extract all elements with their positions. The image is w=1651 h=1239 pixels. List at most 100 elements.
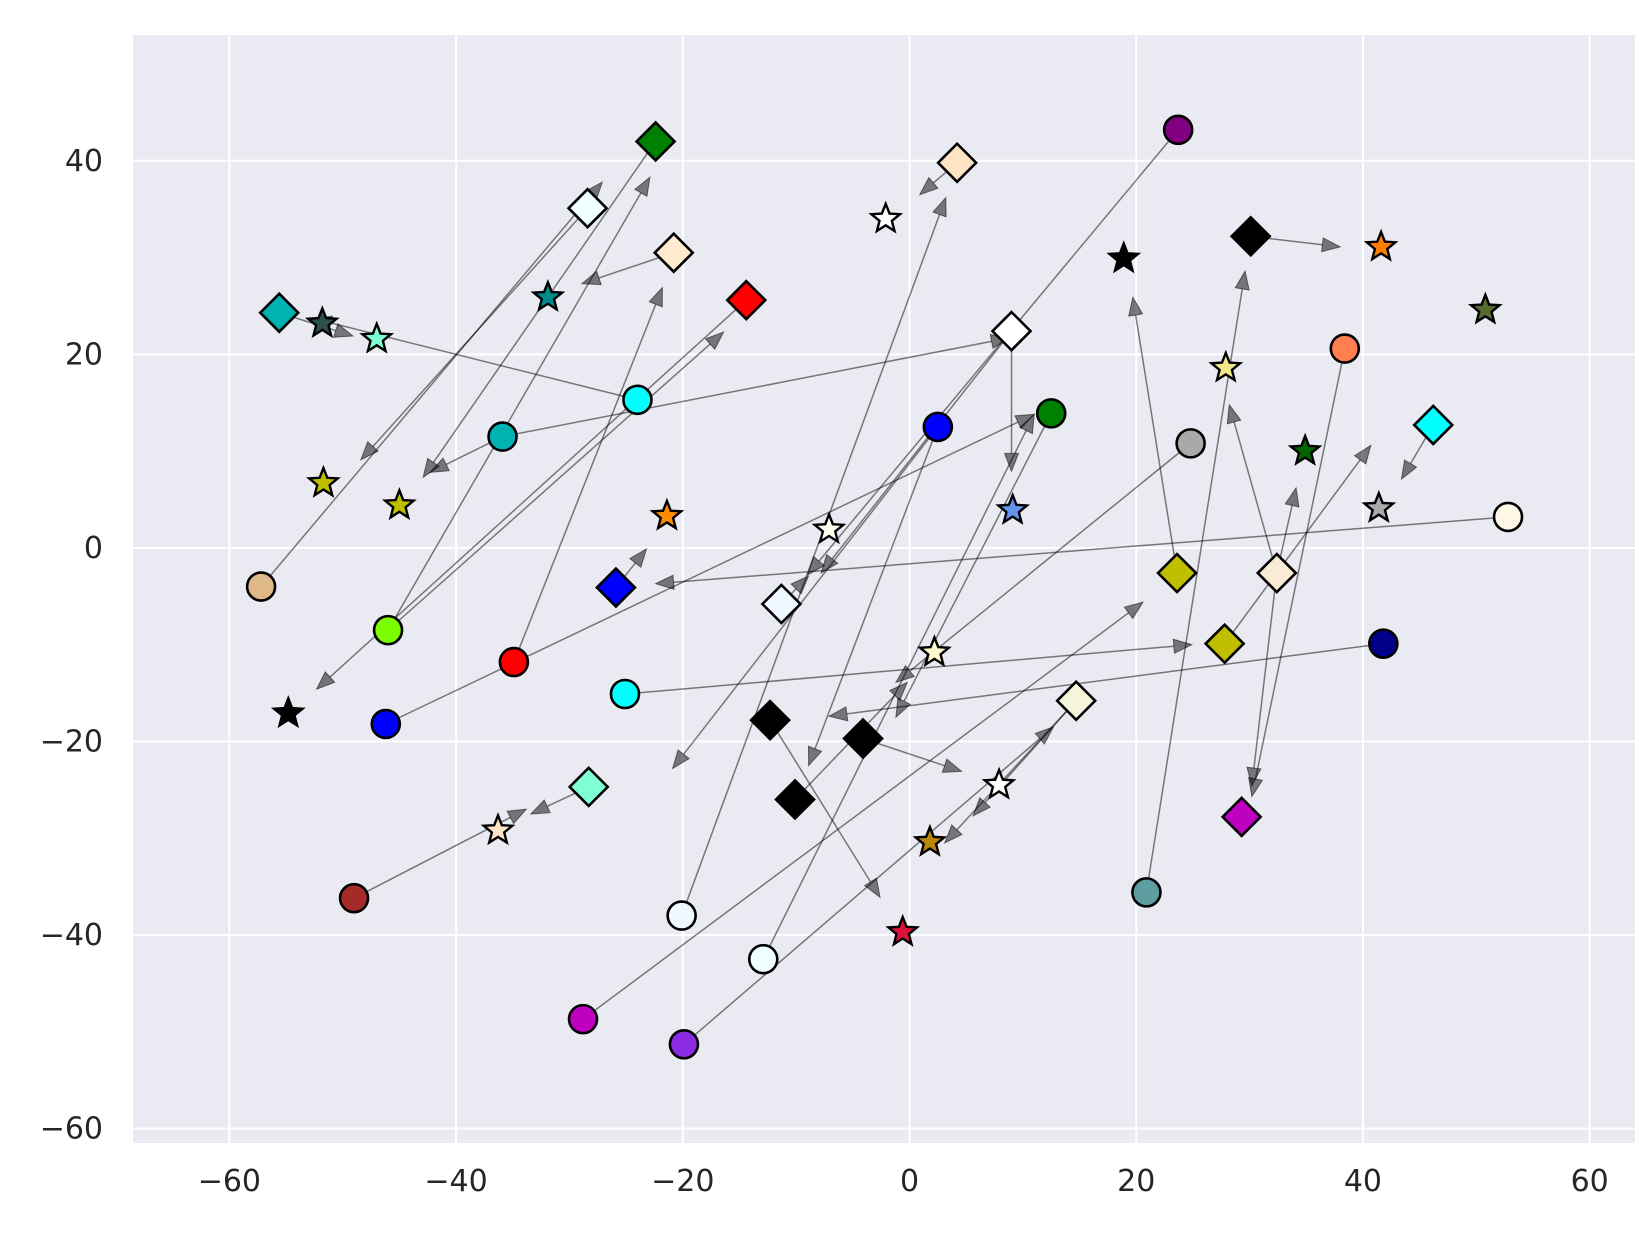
arrow bbox=[671, 426, 939, 770]
arrow-shaft bbox=[831, 330, 1013, 560]
circle-point bbox=[1162, 114, 1194, 146]
circle-point bbox=[622, 384, 653, 416]
arrow-head bbox=[1400, 459, 1418, 481]
star-point bbox=[1106, 240, 1142, 274]
arrow-shaft bbox=[387, 343, 711, 631]
arrow-shaft bbox=[582, 612, 1130, 1020]
diamond-point bbox=[567, 766, 610, 808]
circle-point bbox=[747, 943, 779, 975]
star-point bbox=[270, 695, 306, 729]
arrow-head bbox=[315, 671, 336, 691]
star-point bbox=[530, 278, 566, 313]
diamond-point bbox=[258, 291, 301, 334]
arrow-head bbox=[941, 758, 963, 773]
x-tick-label: 40 bbox=[1344, 1164, 1382, 1199]
arrow-shaft bbox=[769, 719, 872, 883]
x-tick-label: −40 bbox=[424, 1164, 487, 1199]
y-tick-label: −60 bbox=[40, 1111, 103, 1146]
circle-point bbox=[609, 678, 641, 710]
star-point bbox=[885, 913, 921, 947]
circle-point bbox=[338, 882, 370, 914]
diamond-point bbox=[990, 310, 1033, 352]
circle-point bbox=[372, 614, 404, 646]
arrow bbox=[385, 413, 1036, 725]
arrow-head bbox=[671, 749, 691, 770]
arrow bbox=[827, 642, 1384, 722]
arrow bbox=[315, 299, 747, 691]
arrow-head bbox=[1246, 766, 1262, 788]
arrow-head bbox=[506, 808, 528, 825]
arrow bbox=[353, 808, 528, 899]
arrow-shaft bbox=[387, 192, 642, 631]
circle-point bbox=[498, 646, 530, 678]
star-point bbox=[649, 497, 685, 531]
circle-point bbox=[370, 708, 402, 740]
diamond-point bbox=[760, 583, 803, 625]
star-point bbox=[1467, 291, 1503, 325]
arrow-shaft bbox=[513, 304, 657, 663]
arrow bbox=[513, 286, 663, 663]
arrow-head bbox=[790, 574, 810, 595]
plot-background bbox=[133, 35, 1635, 1143]
arrow-head bbox=[932, 196, 947, 218]
star-point bbox=[1287, 432, 1323, 466]
circle-point bbox=[922, 411, 954, 443]
circle-point bbox=[1329, 333, 1361, 364]
arrow bbox=[1145, 269, 1250, 893]
diamond-point bbox=[595, 566, 637, 609]
arrow-head bbox=[1320, 237, 1342, 253]
arrow-shaft bbox=[329, 299, 747, 678]
arrow-head bbox=[580, 270, 602, 286]
star-point bbox=[382, 487, 417, 521]
y-tick-label: 40 bbox=[65, 144, 103, 179]
arrow bbox=[654, 516, 1509, 590]
arrow-head bbox=[943, 824, 963, 845]
arrow bbox=[794, 681, 909, 800]
diamond-point bbox=[652, 231, 695, 274]
star-point bbox=[917, 634, 952, 668]
y-tick-label: −40 bbox=[40, 918, 103, 953]
star-point bbox=[912, 823, 948, 857]
arrow-shaft bbox=[794, 694, 896, 800]
arrow-head bbox=[1353, 444, 1372, 465]
arrow-head bbox=[633, 176, 651, 198]
diamond-point bbox=[1156, 552, 1198, 594]
diamond-point bbox=[566, 187, 609, 230]
arrow-shaft bbox=[353, 816, 511, 899]
x-tick-label: 60 bbox=[1571, 1164, 1609, 1199]
arrow-head bbox=[1284, 486, 1300, 508]
diamond-point bbox=[842, 717, 884, 760]
arrow-shaft bbox=[502, 340, 992, 438]
arrow-head bbox=[648, 286, 663, 308]
y-tick-label: 0 bbox=[84, 531, 103, 566]
arrow-head bbox=[654, 574, 675, 590]
arrow-head bbox=[1128, 295, 1144, 317]
diamond-point bbox=[936, 141, 978, 184]
arrow-shaft bbox=[260, 195, 592, 588]
diamond-point bbox=[1220, 796, 1263, 838]
arrow bbox=[1246, 572, 1278, 788]
star-point bbox=[811, 511, 847, 545]
diamond-point bbox=[749, 699, 791, 741]
y-axis-ticks: −60 −40 −20 0 20 40 bbox=[40, 144, 103, 1147]
arrow bbox=[1226, 403, 1278, 574]
arrow-shaft bbox=[673, 516, 1509, 584]
circle-point bbox=[487, 421, 518, 452]
arrow-shaft bbox=[814, 426, 939, 750]
arrow-head bbox=[1019, 413, 1035, 435]
circle-point bbox=[1131, 877, 1162, 908]
arrow-shaft bbox=[1224, 459, 1361, 645]
diamond-point bbox=[634, 120, 677, 163]
arrow-shaft bbox=[909, 442, 1192, 672]
arrow bbox=[894, 442, 1192, 684]
points-layer bbox=[245, 114, 1524, 1060]
star-point bbox=[304, 305, 340, 339]
diamond-point bbox=[1255, 552, 1298, 594]
arrow-head bbox=[894, 664, 916, 684]
arrow-shaft bbox=[818, 129, 1179, 562]
star-point bbox=[359, 320, 395, 354]
arrow bbox=[387, 331, 725, 631]
arrow-shaft bbox=[846, 642, 1384, 715]
arrow bbox=[1128, 295, 1178, 574]
star-point bbox=[981, 766, 1017, 800]
